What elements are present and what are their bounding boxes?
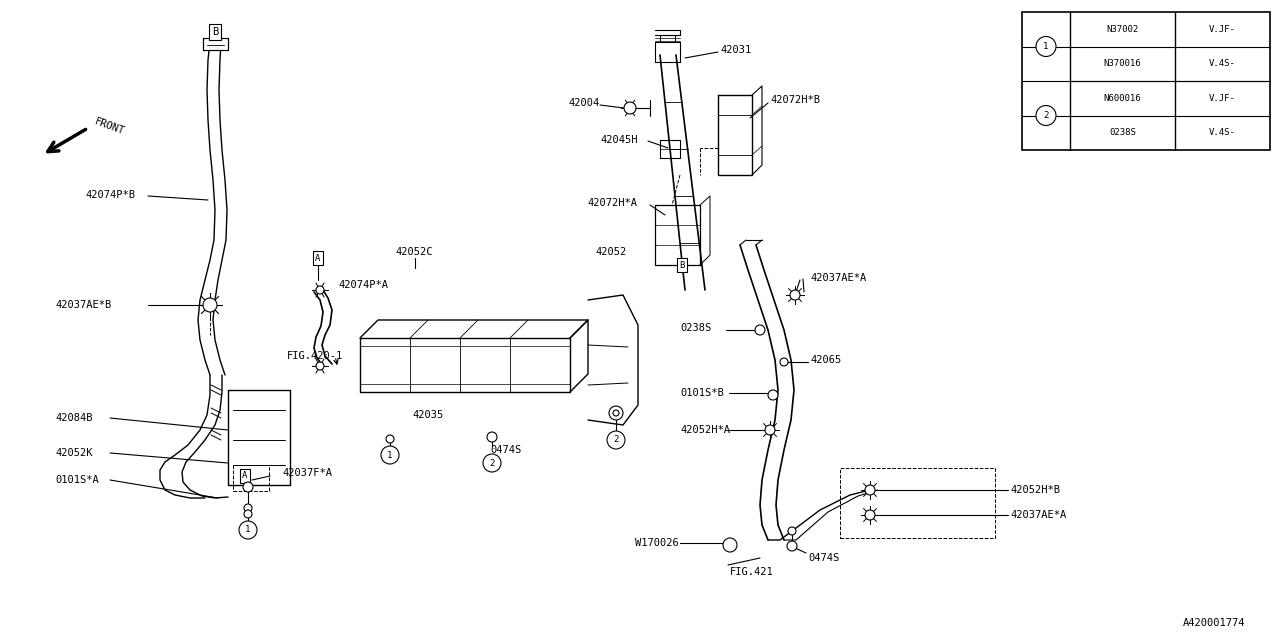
Text: 1: 1 xyxy=(246,525,251,534)
Circle shape xyxy=(787,541,797,551)
Text: 42052K: 42052K xyxy=(55,448,92,458)
Text: V.4S-: V.4S- xyxy=(1210,128,1236,137)
Text: 2: 2 xyxy=(1043,111,1048,120)
Bar xyxy=(233,465,269,491)
Circle shape xyxy=(755,325,765,335)
Text: 0238S: 0238S xyxy=(1108,128,1135,137)
Text: V.JF-: V.JF- xyxy=(1210,25,1236,34)
Circle shape xyxy=(483,454,500,472)
Circle shape xyxy=(790,290,800,300)
Text: 42084B: 42084B xyxy=(55,413,92,423)
Text: FIG.420-1: FIG.420-1 xyxy=(287,351,343,361)
Text: A: A xyxy=(315,253,321,262)
Text: N37002: N37002 xyxy=(1106,25,1139,34)
Text: FIG.421: FIG.421 xyxy=(730,567,773,577)
Bar xyxy=(204,38,228,50)
Text: 42052: 42052 xyxy=(595,247,626,257)
Text: 42004: 42004 xyxy=(568,98,600,108)
Circle shape xyxy=(865,510,876,520)
Text: 42072H*A: 42072H*A xyxy=(588,198,637,208)
Text: A: A xyxy=(242,472,248,481)
Text: 42031: 42031 xyxy=(721,45,751,55)
Text: W170026: W170026 xyxy=(635,538,678,548)
Circle shape xyxy=(1036,106,1056,125)
Circle shape xyxy=(768,390,778,400)
Text: 1: 1 xyxy=(388,451,393,460)
Text: 42072H*B: 42072H*B xyxy=(771,95,820,105)
Circle shape xyxy=(607,431,625,449)
Circle shape xyxy=(244,504,252,512)
Text: 42037AE*A: 42037AE*A xyxy=(810,273,867,283)
Circle shape xyxy=(316,362,324,370)
Circle shape xyxy=(239,521,257,539)
Text: 42037AE*B: 42037AE*B xyxy=(55,300,111,310)
Circle shape xyxy=(613,410,620,416)
Text: 42052C: 42052C xyxy=(396,247,433,257)
Circle shape xyxy=(865,485,876,495)
Text: B: B xyxy=(212,27,218,37)
Text: 2: 2 xyxy=(613,435,618,445)
Text: 42074P*B: 42074P*B xyxy=(84,190,134,200)
Text: 0101S*A: 0101S*A xyxy=(55,475,99,485)
Circle shape xyxy=(780,358,788,366)
Text: 0474S: 0474S xyxy=(808,553,840,563)
Text: 0238S: 0238S xyxy=(680,323,712,333)
Circle shape xyxy=(316,286,324,294)
Text: 42037F*A: 42037F*A xyxy=(282,468,332,478)
Text: 1: 1 xyxy=(1043,42,1048,51)
Text: 0474S: 0474S xyxy=(490,445,521,455)
Circle shape xyxy=(381,446,399,464)
Text: B: B xyxy=(680,260,685,269)
Text: 42052H*B: 42052H*B xyxy=(1010,485,1060,495)
Text: 42045H: 42045H xyxy=(600,135,637,145)
Circle shape xyxy=(609,406,623,420)
Circle shape xyxy=(387,435,394,443)
Text: V.JF-: V.JF- xyxy=(1210,93,1236,103)
Text: FRONT: FRONT xyxy=(93,117,125,137)
Text: 0101S*B: 0101S*B xyxy=(680,388,723,398)
Circle shape xyxy=(625,102,636,114)
Text: 42065: 42065 xyxy=(810,355,841,365)
Circle shape xyxy=(204,298,218,312)
Text: N370016: N370016 xyxy=(1103,60,1142,68)
Text: V.4S-: V.4S- xyxy=(1210,60,1236,68)
Text: 2: 2 xyxy=(489,458,494,467)
Circle shape xyxy=(486,432,497,442)
Bar xyxy=(840,468,995,538)
Circle shape xyxy=(1036,36,1056,56)
Text: A420001774: A420001774 xyxy=(1183,618,1245,628)
Text: 42074P*A: 42074P*A xyxy=(338,280,388,290)
Text: 42035: 42035 xyxy=(412,410,443,420)
Circle shape xyxy=(765,425,774,435)
Circle shape xyxy=(243,482,253,492)
Bar xyxy=(1021,12,1270,150)
Text: N600016: N600016 xyxy=(1103,93,1142,103)
Text: 42037AE*A: 42037AE*A xyxy=(1010,510,1066,520)
Text: 42052H*A: 42052H*A xyxy=(680,425,730,435)
Circle shape xyxy=(723,538,737,552)
Circle shape xyxy=(788,527,796,535)
Circle shape xyxy=(244,510,252,518)
